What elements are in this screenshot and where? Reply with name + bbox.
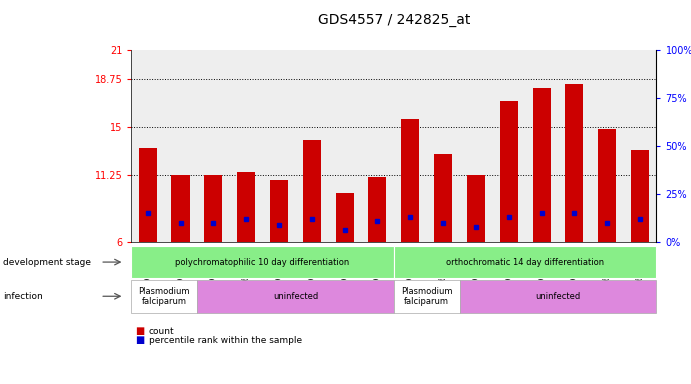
- Text: GDS4557 / 242825_at: GDS4557 / 242825_at: [318, 13, 470, 27]
- Text: count: count: [149, 326, 174, 336]
- Bar: [303, 139, 321, 242]
- Text: orthochromatic 14 day differentiation: orthochromatic 14 day differentiation: [446, 258, 604, 266]
- Text: percentile rank within the sample: percentile rank within the sample: [149, 336, 302, 345]
- Text: development stage: development stage: [3, 258, 91, 266]
- Bar: [139, 149, 157, 242]
- Bar: [434, 154, 452, 242]
- Bar: [565, 84, 583, 242]
- Bar: [368, 177, 386, 242]
- Text: infection: infection: [3, 292, 44, 301]
- Bar: [533, 88, 551, 242]
- Text: ■: ■: [135, 326, 144, 336]
- Bar: [401, 119, 419, 242]
- Bar: [598, 129, 616, 242]
- Text: polychromatophilic 10 day differentiation: polychromatophilic 10 day differentiatio…: [176, 258, 350, 266]
- Text: ■: ■: [135, 335, 144, 345]
- Bar: [336, 193, 354, 242]
- Text: uninfected: uninfected: [536, 292, 580, 301]
- Text: Plasmodium
falciparum: Plasmodium falciparum: [138, 286, 190, 306]
- Text: Plasmodium
falciparum: Plasmodium falciparum: [401, 286, 453, 306]
- Bar: [467, 175, 485, 242]
- Bar: [270, 180, 288, 242]
- Bar: [631, 150, 649, 242]
- Bar: [237, 172, 255, 242]
- Bar: [500, 101, 518, 242]
- Bar: [171, 175, 189, 242]
- Bar: [205, 175, 223, 242]
- Text: uninfected: uninfected: [273, 292, 318, 301]
